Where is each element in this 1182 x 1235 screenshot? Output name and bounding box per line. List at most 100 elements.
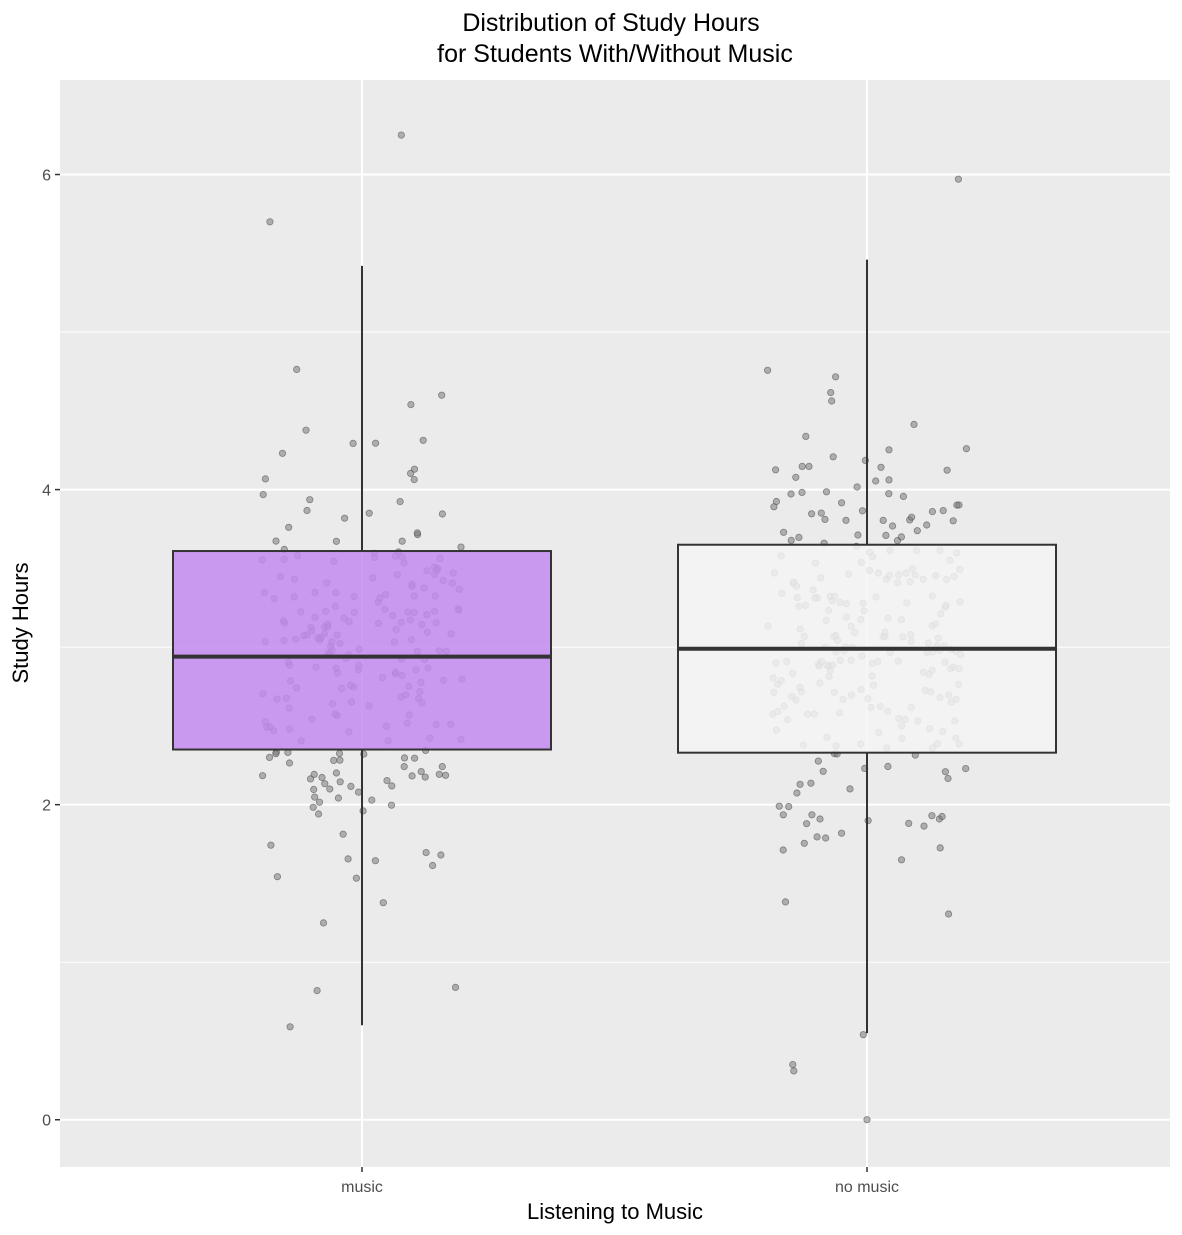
jitter-point (457, 543, 465, 551)
jitter-point (790, 1067, 798, 1075)
jitter-point (814, 757, 822, 765)
jitter-point (388, 782, 396, 790)
jitter-point (340, 514, 349, 522)
jitter-point (913, 527, 921, 535)
jitter-point (775, 802, 783, 810)
jitter-point (827, 388, 835, 397)
jitter-point (779, 846, 787, 854)
jitter-point (805, 462, 813, 470)
jitter-point (885, 490, 893, 498)
jitter-point (819, 767, 827, 775)
x-tick-label: music (341, 1179, 383, 1196)
jitter-point (309, 803, 317, 811)
y-tick-label: 4 (42, 483, 51, 500)
jitter-point (837, 499, 846, 507)
jitter-point (336, 778, 344, 786)
jitter-point (407, 400, 415, 409)
jitter-point (821, 834, 830, 842)
jitter-point (962, 764, 970, 773)
jitter-point (793, 789, 801, 797)
jitter-point (396, 497, 404, 506)
jitter-point (936, 844, 944, 852)
jitter-point (318, 773, 326, 782)
jitter-point (808, 811, 816, 819)
jitter-point (272, 750, 280, 758)
jitter-point (428, 861, 437, 870)
jitter-point (787, 536, 795, 545)
boxes (172, 259, 1057, 1034)
jitter-point (413, 529, 421, 537)
jitter-point (787, 490, 795, 498)
jitter-point (410, 754, 419, 762)
jitter-point (261, 475, 269, 483)
jitter-point (347, 782, 355, 791)
jitter-point (899, 492, 908, 500)
jitter-point (954, 175, 963, 183)
jitter-point (882, 531, 890, 540)
jitter-point (795, 533, 803, 542)
jitter-point (928, 507, 937, 516)
jitter-point (943, 466, 951, 474)
jitter-point (371, 439, 380, 447)
jitter-point (955, 501, 963, 509)
jitter-point (884, 762, 892, 771)
jitter-point (319, 919, 328, 927)
jitter-point (321, 780, 329, 788)
jitter-point (837, 829, 846, 837)
jitter-point (352, 874, 360, 882)
jitter-point (379, 899, 387, 907)
jitter-point (330, 756, 338, 765)
jitter-point (779, 811, 787, 819)
jitter-point (286, 1023, 294, 1031)
jitter-point (802, 432, 810, 440)
jitter-point (332, 769, 340, 777)
jitter-point (822, 488, 831, 496)
jitter-point (302, 426, 310, 434)
jitter-point (842, 516, 850, 524)
jitter-point (359, 807, 367, 815)
jitter-point (846, 785, 854, 793)
jitter-point (763, 366, 772, 374)
jitter-point (354, 788, 363, 796)
jitter-point (336, 756, 344, 764)
box-body (172, 550, 552, 751)
jitter-point (910, 420, 918, 428)
box-music (172, 265, 552, 1026)
jitter-point (831, 373, 840, 381)
jitter-point (313, 986, 321, 995)
jitter-point (371, 857, 379, 865)
jitter-point (789, 1061, 797, 1069)
jitter-point (938, 812, 946, 821)
chart-title-line-1: Distribution of Study Hours (462, 9, 759, 37)
jitter-point (817, 509, 825, 517)
jitter-point (310, 785, 318, 794)
jitter-point (397, 131, 405, 139)
jitter-point (796, 780, 804, 788)
jitter-point (267, 841, 275, 849)
jitter-point (863, 1116, 871, 1124)
jitter-point (877, 463, 885, 471)
jitter-point (905, 819, 913, 828)
jitter-point (859, 1031, 867, 1039)
jitter-point (398, 537, 406, 545)
jitter-point (821, 515, 829, 524)
jitter-point (885, 446, 893, 454)
y-tick-label: 2 (42, 798, 51, 815)
jitter-point (326, 785, 334, 793)
x-axis-title: Listening to Music (527, 1199, 703, 1224)
jitter-point (872, 477, 880, 485)
jitter-point (365, 509, 373, 517)
jitter-point (781, 898, 790, 906)
jitter-point (802, 820, 811, 828)
jitter-point (885, 476, 893, 484)
jitter-point (335, 749, 344, 758)
jitter-point (888, 522, 897, 530)
jitter-point (923, 521, 931, 529)
jitter-point (816, 815, 824, 823)
jitter-point (854, 531, 862, 539)
jitter-point (421, 773, 429, 781)
jitter-point (858, 507, 867, 515)
jitter-point (800, 839, 808, 847)
jitter-point (400, 754, 409, 762)
